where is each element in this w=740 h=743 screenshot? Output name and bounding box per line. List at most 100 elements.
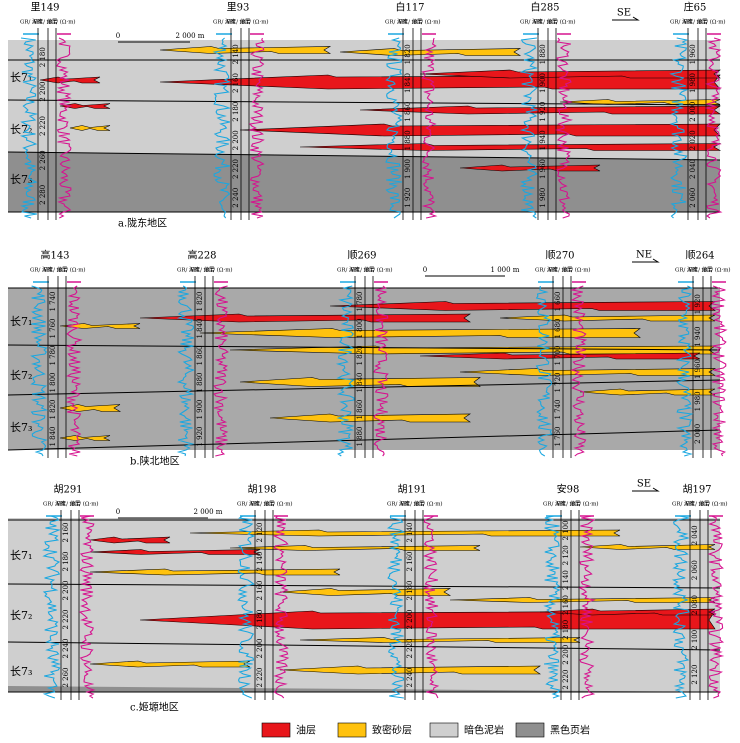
depth-label: 2 200 — [232, 130, 240, 150]
depth-label: 2 120 — [256, 522, 264, 542]
depth-label: 2 240 — [62, 638, 70, 658]
log-header: 深度/ m — [532, 18, 553, 26]
shale-band — [8, 686, 720, 692]
log-curve — [237, 515, 256, 699]
log-header: 深度/ m — [682, 18, 703, 26]
depth-label: 2 160 — [256, 580, 264, 600]
oil-lens — [299, 143, 722, 151]
log-curve — [707, 515, 725, 699]
log-header: GR/ API — [213, 20, 235, 26]
log-header: 深度/ m — [55, 500, 76, 508]
layer-label: 长7₂ — [10, 369, 32, 382]
well-name: 里149 — [30, 2, 59, 14]
depth-label: 1 840 — [404, 73, 412, 93]
log-header: GR/ API — [30, 268, 52, 274]
depth-label: 1 820 — [404, 44, 412, 64]
depth-label: 1 920 — [539, 102, 547, 122]
depth-label: 1 760 — [554, 426, 562, 446]
log-curve — [421, 37, 438, 219]
log-header: RT/ (Ω·m) — [205, 267, 232, 274]
log-header: RT/ (Ω·m) — [571, 501, 598, 508]
log-header: 分层 — [411, 18, 423, 26]
log-curve — [671, 515, 690, 699]
log-curve — [578, 515, 596, 699]
log-header: RT/ (Ω·m) — [413, 19, 440, 26]
depth-label: 1 860 — [404, 102, 412, 122]
log-header: 分层 — [546, 18, 558, 26]
depth-label: 2 180 — [562, 620, 570, 640]
layer-label: 长7₃ — [10, 665, 32, 678]
depth-label: 2 020 — [689, 130, 697, 150]
log-curve — [78, 515, 96, 699]
oil-lens — [89, 536, 171, 544]
depth-label: 2 200 — [39, 82, 47, 102]
log-curve — [570, 285, 588, 457]
log-header: 深度/ m — [687, 266, 708, 274]
log-header: GR/ API — [672, 502, 694, 508]
depth-label: 1 900 — [404, 159, 412, 179]
depth-label: 2 220 — [39, 116, 47, 136]
legend-swatch — [261, 722, 291, 738]
log-header: GR/ API — [20, 20, 42, 26]
sandstone-lens — [89, 568, 341, 576]
direction-arrow — [632, 487, 660, 492]
legend-swatch — [515, 722, 545, 738]
log-curve — [704, 37, 723, 219]
depth-label: 1 960 — [689, 44, 697, 64]
depth-label: 2 220 — [562, 670, 570, 690]
sandstone-lens — [579, 544, 716, 550]
sandstone-lens — [229, 545, 481, 551]
panel-caption: b.陕北地区 — [130, 455, 180, 468]
panel-caption: a.陇东地区 — [118, 217, 167, 230]
log-curve — [386, 515, 406, 699]
depth-label: 2 200 — [562, 645, 570, 665]
well-name: 顺264 — [685, 250, 714, 262]
log-header: 分层 — [239, 18, 251, 26]
layer-label: 长7₁ — [10, 549, 32, 562]
depth-label: 2 140 — [406, 522, 414, 542]
scale-length: 2 000 m — [176, 32, 205, 40]
mudstone-band — [8, 518, 720, 692]
sandstone-lens — [199, 328, 641, 338]
log-header: GR/ API — [237, 502, 259, 508]
depth-label: 2 140 — [562, 570, 570, 590]
log-curve — [30, 285, 49, 457]
layer-label: 长7₂ — [10, 609, 32, 622]
layer-label: 长7₁ — [10, 315, 32, 328]
log-header: 深度/ m — [225, 18, 246, 26]
depth-label: 2 040 — [689, 159, 697, 179]
sandstone-lens — [339, 48, 522, 56]
depth-label: 2 280 — [39, 185, 47, 205]
depth-label: 1 920 — [404, 188, 412, 208]
scale-zero: 0 — [423, 266, 427, 274]
log-header: 分层 — [696, 18, 708, 26]
depth-label: 1 740 — [554, 399, 562, 419]
log-header: 分层 — [698, 500, 710, 508]
sandstone-lens — [59, 435, 111, 441]
log-curve — [212, 37, 232, 219]
sandstone-lens — [499, 314, 716, 322]
log-header: RT/ (Ω·m) — [698, 19, 725, 26]
log-curve — [519, 37, 539, 219]
depth-label: 2 000 — [694, 424, 702, 444]
log-curve — [176, 285, 196, 457]
scale-zero: 0 — [116, 32, 120, 40]
depth-label: 1 960 — [694, 359, 702, 379]
log-curve — [543, 515, 561, 699]
shale-band — [8, 152, 720, 212]
log-header: 分层 — [203, 266, 215, 274]
depth-label: 1 800 — [356, 318, 364, 338]
well-name: 白285 — [530, 1, 559, 14]
layer-boundary — [7, 641, 721, 651]
sandstone-lens — [269, 413, 472, 423]
layer-label: 长7₂ — [10, 123, 32, 136]
sandstone-lens — [459, 368, 717, 376]
log-header: RT/ (Ω·m) — [548, 19, 575, 26]
sandstone-lens — [69, 125, 111, 131]
sandstone-lens — [279, 665, 542, 675]
log-header: 深度/ m — [684, 500, 705, 508]
depth-label: 1 680 — [554, 318, 562, 338]
depth-label: 1 840 — [196, 318, 204, 338]
oil-lens — [239, 123, 721, 137]
depth-label: 2 180 — [39, 47, 47, 67]
